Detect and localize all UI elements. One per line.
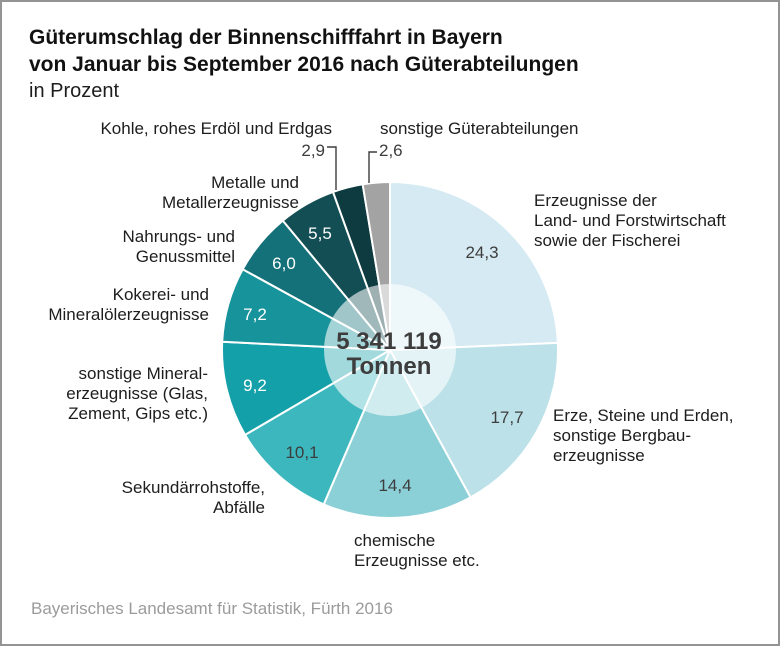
- pie-slice-2: [322, 349, 472, 519]
- chart-subtitle: in Prozent: [29, 80, 120, 102]
- label-other: sonstige Güterabteilungen: [380, 119, 579, 138]
- value-metals: 5,5: [308, 224, 332, 243]
- pie-center-overlay: [324, 284, 456, 416]
- chart-title: Güterumschlag der Binnenschifffahrt in B…: [29, 24, 579, 105]
- pie-center-total-value: 5 341 119: [336, 328, 442, 355]
- value-food: 6,0: [272, 254, 296, 273]
- label-coke: Kokerei- und Mineralölerzeugnisse: [48, 285, 209, 324]
- leader-line-other: [368, 151, 377, 183]
- value-ores: 17,7: [490, 408, 524, 427]
- value-secondary: 10,1: [285, 443, 319, 462]
- value-coke: 7,2: [243, 305, 267, 324]
- value-other: 2,6: [379, 141, 403, 160]
- label-secondary: Sekundärrohstoffe, Abfälle: [121, 478, 265, 517]
- leader-line-coal: [327, 146, 337, 190]
- chart-title-line2: von Januar bis September 2016 nach Güter…: [29, 53, 579, 76]
- label-food: Nahrungs- und Genussmittel: [122, 227, 235, 266]
- source-text: Bayerisches Landesamt für Statistik, Für…: [31, 599, 393, 618]
- label-mineral: sonstige Mineral- erzeugnisse (Glas, Zem…: [66, 364, 208, 423]
- pie-center-total: 5 341 119 Tonnen: [289, 329, 489, 379]
- pie-slices: [221, 181, 559, 519]
- label-chemical: chemische Erzeugnisse etc.: [354, 531, 480, 570]
- label-metals: Metalle und Metallerzeugnisse: [161, 173, 299, 212]
- label-coal: Kohle, rohes Erdöl und Erdgas: [100, 119, 332, 138]
- label-ores: Erze, Steine und Erden, sonstige Bergbau…: [553, 406, 734, 465]
- value-coal: 2,9: [301, 141, 325, 160]
- label-agriculture: Erzeugnisse der Land- und Forstwirtschaf…: [534, 191, 726, 250]
- value-mineral: 9,2: [243, 376, 267, 395]
- value-agriculture: 24,3: [465, 243, 499, 262]
- value-chemical: 14,4: [378, 476, 412, 495]
- pie-center-total-unit: Tonnen: [346, 353, 432, 380]
- chart-title-line1: Güterumschlag der Binnenschifffahrt in B…: [29, 26, 503, 49]
